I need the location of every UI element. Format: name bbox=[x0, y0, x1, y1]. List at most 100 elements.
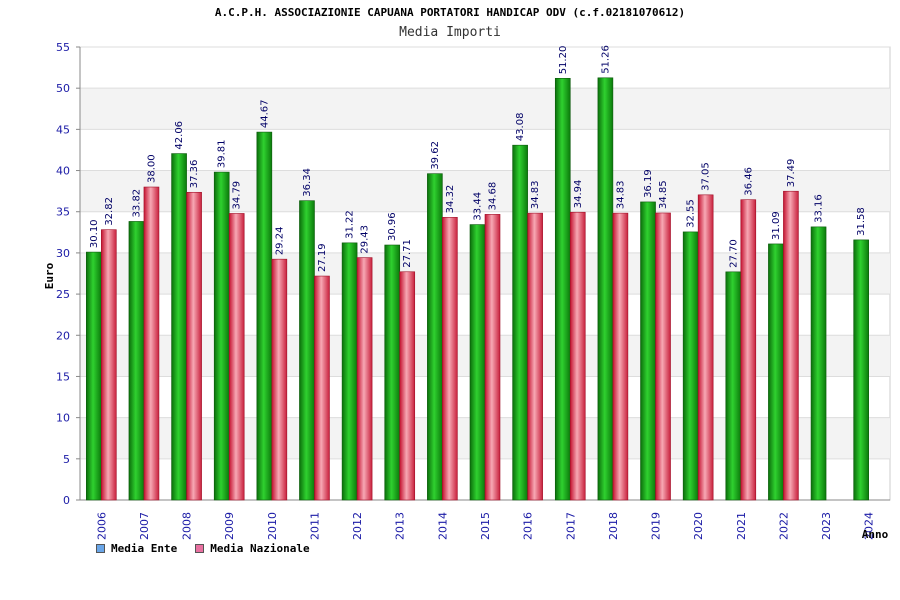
x-tick-label: 2010 bbox=[266, 512, 279, 540]
bar-media-ente-2022 bbox=[768, 243, 784, 501]
x-tick-label: 2019 bbox=[650, 512, 663, 540]
legend-item-media-nazionale: Media Nazionale bbox=[195, 542, 310, 555]
data-label-media-nazionale-2013: 27.71 bbox=[402, 239, 413, 268]
data-label-media-nazionale-2014: 34.32 bbox=[445, 185, 456, 214]
x-tick-label: 2017 bbox=[564, 512, 577, 540]
y-tick-label: 35 bbox=[56, 206, 70, 219]
data-label-media-ente-2010: 44.67 bbox=[259, 99, 270, 128]
data-label-media-ente-2016: 43.08 bbox=[515, 113, 526, 142]
bar-media-ente-2017 bbox=[554, 77, 571, 501]
bar-media-ente-2010 bbox=[256, 131, 273, 501]
y-tick-label: 20 bbox=[56, 329, 70, 342]
x-tick-label: 2006 bbox=[95, 512, 108, 540]
data-label-media-nazionale-2022: 37.49 bbox=[786, 159, 797, 188]
bar-media-ente-2008 bbox=[171, 153, 187, 501]
y-tick-label: 30 bbox=[56, 247, 70, 260]
x-tick-label: 2016 bbox=[522, 512, 535, 540]
bar-media-nazionale-2015 bbox=[484, 214, 501, 501]
data-label-media-ente-2022: 31.09 bbox=[771, 211, 782, 240]
data-label-media-nazionale-2017: 34.94 bbox=[573, 180, 584, 209]
x-tick-label: 2018 bbox=[607, 512, 620, 540]
bar-media-nazionale-2020 bbox=[697, 194, 714, 501]
bar-media-nazionale-2008 bbox=[186, 191, 202, 501]
y-tick-label: 5 bbox=[63, 453, 70, 466]
data-label-media-nazionale-2019: 34.85 bbox=[658, 180, 669, 209]
x-tick-label: 2007 bbox=[138, 512, 151, 540]
legend-label-media-ente: Media Ente bbox=[111, 542, 178, 555]
bar-media-nazionale-2017 bbox=[569, 211, 586, 501]
bar-media-nazionale-2014 bbox=[442, 217, 458, 501]
x-tick-label: 2009 bbox=[223, 512, 236, 540]
bar-media-ente-2019 bbox=[640, 201, 656, 501]
x-tick-label: 2011 bbox=[308, 512, 321, 540]
bar-media-nazionale-2007 bbox=[143, 186, 160, 501]
bar-media-ente-2009 bbox=[213, 171, 230, 501]
data-labels: 30.10 32.82 33.82 38.00 42.06 37.36 39.81 34.79… bbox=[89, 45, 867, 272]
data-label-media-ente-2019: 36.19 bbox=[643, 169, 654, 198]
bar-media-nazionale-2016 bbox=[527, 212, 543, 501]
bar-media-nazionale-2021 bbox=[740, 199, 757, 501]
legend: Media Ente Media Nazionale bbox=[96, 542, 310, 555]
data-label-media-ente-2012: 31.22 bbox=[345, 210, 356, 239]
bar-media-nazionale-2009 bbox=[228, 213, 245, 501]
chart-subtitle: Media Importi bbox=[399, 25, 501, 40]
data-label-media-ente-2014: 39.62 bbox=[430, 141, 441, 170]
bar-media-nazionale-2022 bbox=[783, 190, 799, 501]
x-tick-label: 2015 bbox=[479, 512, 492, 540]
bar-media-nazionale-2006 bbox=[101, 229, 117, 501]
bar-media-ente-2014 bbox=[427, 173, 443, 501]
data-label-media-nazionale-2010: 29.24 bbox=[274, 227, 285, 256]
y-axis-label: Euro bbox=[43, 262, 56, 289]
data-label-media-nazionale-2012: 29.43 bbox=[360, 225, 371, 254]
x-axis-ticks: 2006 2007 2008 2009 2010 2011 2012 2013 2014 2015… bbox=[95, 512, 875, 540]
x-axis-label: Anno bbox=[862, 528, 889, 541]
bars bbox=[86, 77, 869, 501]
legend-item-media-ente: Media Ente bbox=[96, 542, 177, 555]
y-tick-label: 45 bbox=[56, 123, 70, 136]
y-tick-label: 55 bbox=[56, 41, 70, 54]
bar-media-nazionale-2013 bbox=[399, 271, 416, 501]
data-label-media-ente-2020: 32.55 bbox=[686, 199, 697, 228]
data-label-media-nazionale-2021: 36.46 bbox=[743, 167, 754, 196]
legend-swatch-media-ente bbox=[96, 544, 105, 553]
data-label-media-nazionale-2007: 38.00 bbox=[146, 154, 157, 183]
data-label-media-ente-2007: 33.82 bbox=[131, 189, 142, 218]
x-tick-label: 2024 bbox=[863, 512, 876, 540]
bar-media-nazionale-2019 bbox=[655, 212, 671, 501]
x-tick-label: 2020 bbox=[692, 512, 705, 540]
data-label-media-nazionale-2011: 27.19 bbox=[317, 243, 328, 272]
y-tick-label: 0 bbox=[63, 494, 70, 507]
bar-media-ente-2011 bbox=[299, 200, 315, 501]
bar-media-ente-2013 bbox=[384, 244, 401, 501]
y-tick-label: 10 bbox=[56, 412, 70, 425]
y-tick-label: 40 bbox=[56, 165, 70, 178]
bar-media-ente-2012 bbox=[341, 242, 358, 501]
bar-media-ente-2007 bbox=[128, 221, 145, 501]
bar-media-ente-2020 bbox=[682, 231, 699, 501]
data-label-media-ente-2018: 51.26 bbox=[600, 45, 611, 74]
data-label-media-nazionale-2016: 34.83 bbox=[530, 180, 541, 209]
bar-media-ente-2021 bbox=[725, 271, 742, 501]
data-label-media-ente-2015: 33.44 bbox=[473, 192, 484, 221]
y-tick-label: 25 bbox=[56, 288, 70, 301]
x-tick-label: 2013 bbox=[394, 512, 407, 540]
y-tick-label: 50 bbox=[56, 82, 70, 95]
x-tick-label: 2012 bbox=[351, 512, 364, 540]
data-label-media-ente-2024: 31.58 bbox=[856, 207, 867, 236]
bar-media-ente-2023 bbox=[810, 226, 827, 501]
bar-media-nazionale-2011 bbox=[314, 275, 330, 501]
bar-media-nazionale-2010 bbox=[271, 258, 288, 501]
bar-media-ente-2016 bbox=[512, 144, 528, 501]
x-tick-label: 2023 bbox=[820, 512, 833, 540]
data-label-media-ente-2021: 27.70 bbox=[728, 239, 739, 268]
grid-band bbox=[80, 88, 890, 130]
data-label-media-ente-2023: 33.16 bbox=[814, 194, 825, 223]
data-label-media-nazionale-2018: 34.83 bbox=[615, 180, 626, 209]
data-label-media-nazionale-2008: 37.36 bbox=[189, 160, 200, 189]
data-label-media-ente-2006: 30.10 bbox=[89, 219, 100, 248]
chart-title: A.C.P.H. ASSOCIAZIONIE CAPUANA PORTATORI… bbox=[214, 6, 686, 19]
bar-media-nazionale-2012 bbox=[356, 257, 373, 501]
x-tick-label: 2014 bbox=[436, 512, 449, 540]
